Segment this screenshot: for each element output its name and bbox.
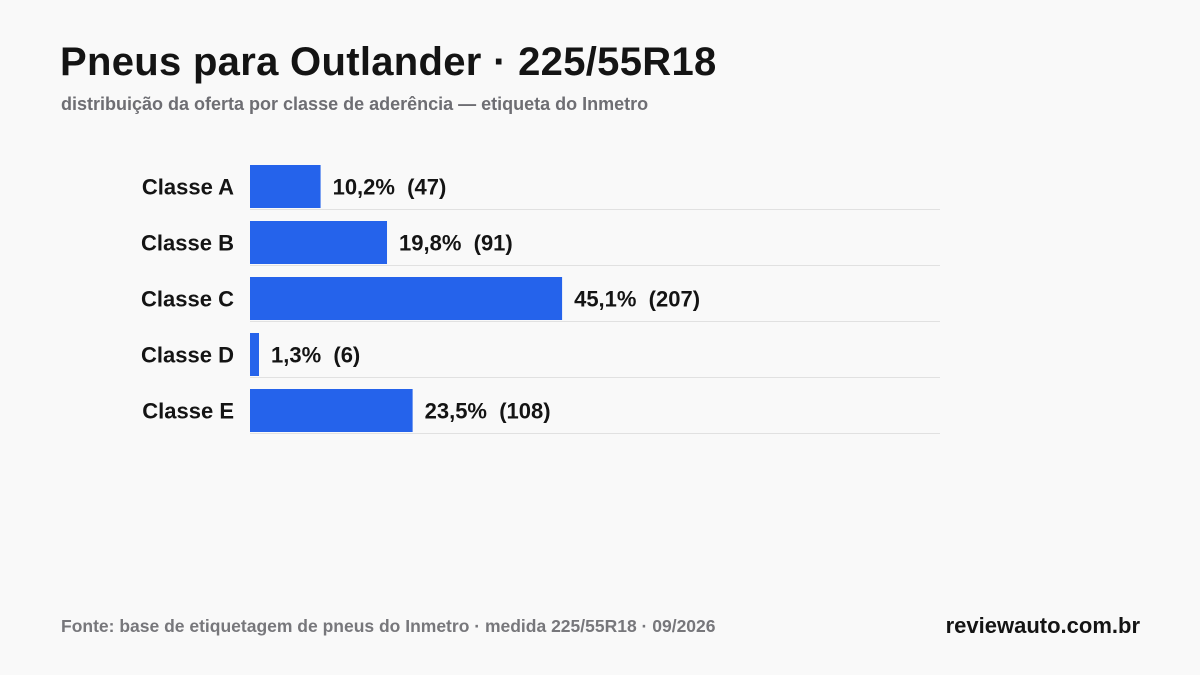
bar [250,165,321,208]
data-label: 45,1% (207) [574,287,700,312]
data-label: 19,8% (91) [399,231,513,256]
chart-title: Pneus para Outlander · 225/55R18 [60,40,717,84]
bar [250,389,413,432]
data-label: 23,5% (108) [425,399,551,424]
source-note: Fonte: base de etiquetagem de pneus do I… [61,616,716,636]
category-label: Classe E [142,399,234,424]
bar [250,333,259,376]
bar [250,221,388,264]
category-label: Classe D [141,343,234,368]
chart-subtitle: distribuição da oferta por classe de ade… [61,94,649,114]
brand-logo-text: reviewauto.com.br [945,613,1140,638]
category-label: Classe A [142,175,234,200]
category-label: Classe C [141,287,234,312]
category-label: Classe B [141,231,234,256]
data-label: 1,3% (6) [271,343,360,368]
bar [250,277,563,320]
data-label: 10,2% (47) [333,175,447,200]
